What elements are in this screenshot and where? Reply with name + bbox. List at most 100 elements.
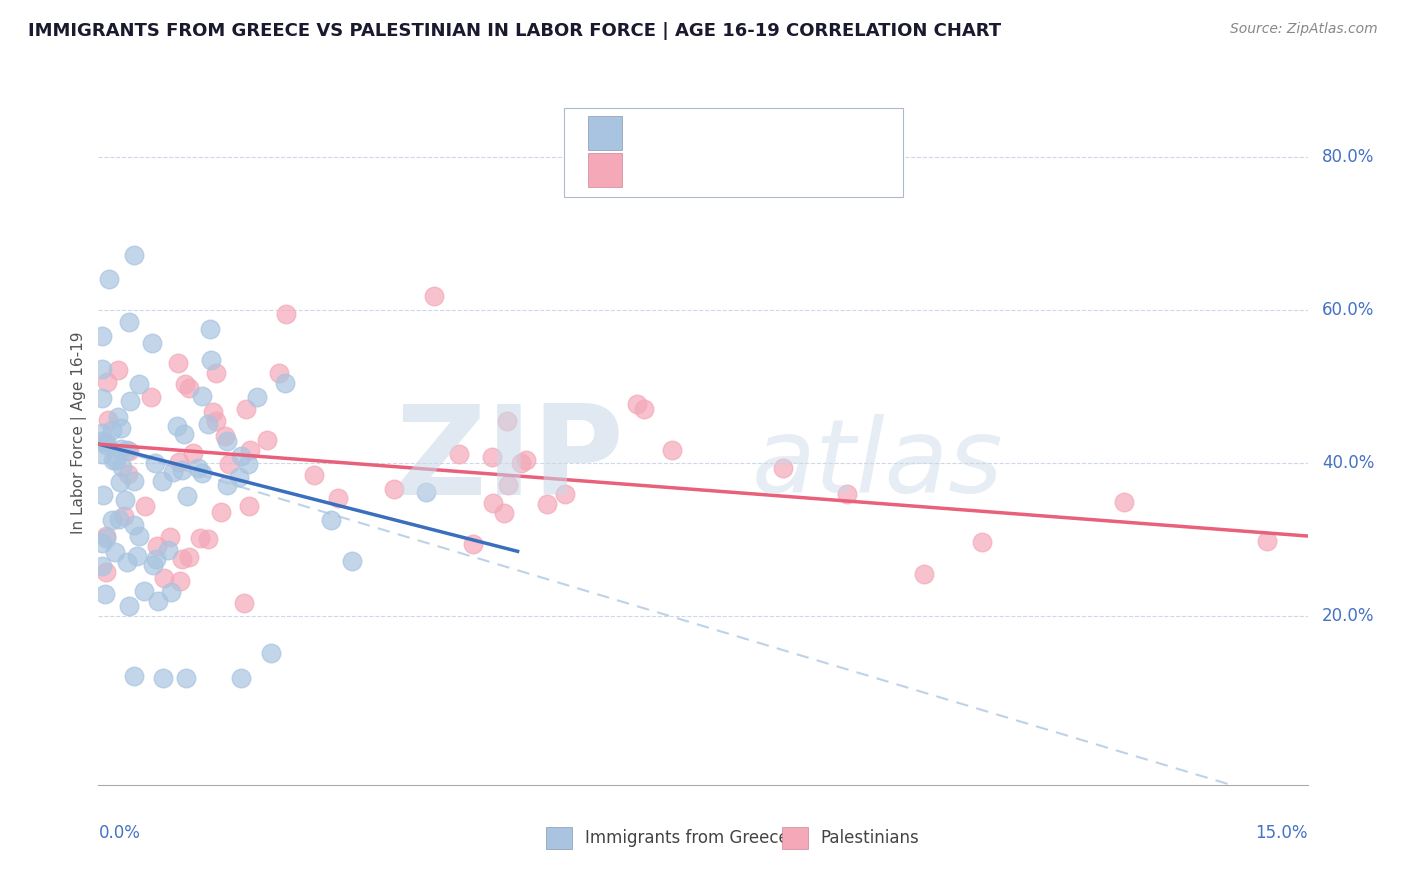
Point bbox=[197, 532, 219, 546]
Point bbox=[273, 376, 295, 391]
Point bbox=[246, 390, 269, 404]
Point bbox=[200, 322, 222, 336]
Point bbox=[94, 587, 117, 601]
Point bbox=[173, 427, 195, 442]
Point bbox=[302, 468, 325, 483]
Point bbox=[626, 397, 648, 411]
Point bbox=[172, 552, 194, 566]
Text: Immigrants from Greece: Immigrants from Greece bbox=[585, 829, 789, 847]
Point bbox=[188, 532, 211, 546]
Point bbox=[94, 434, 117, 449]
Point bbox=[159, 530, 181, 544]
Point bbox=[110, 475, 132, 490]
Point bbox=[96, 565, 118, 579]
Point bbox=[166, 356, 188, 370]
Point bbox=[321, 513, 343, 527]
Point bbox=[143, 456, 166, 470]
Point bbox=[112, 509, 135, 524]
Point bbox=[132, 583, 155, 598]
Point bbox=[118, 315, 141, 329]
Point bbox=[174, 671, 197, 685]
Text: 80.0%: 80.0% bbox=[1322, 148, 1375, 166]
Point bbox=[482, 496, 505, 510]
Point bbox=[837, 486, 859, 500]
Point bbox=[1112, 495, 1135, 509]
Point bbox=[236, 457, 259, 471]
Point bbox=[496, 478, 519, 492]
FancyBboxPatch shape bbox=[782, 827, 808, 849]
Point bbox=[97, 413, 120, 427]
Point bbox=[122, 668, 145, 682]
Point bbox=[215, 477, 238, 491]
Point bbox=[118, 599, 141, 613]
Point bbox=[772, 460, 794, 475]
Point bbox=[122, 474, 145, 488]
Point bbox=[101, 513, 124, 527]
Text: atlas: atlas bbox=[751, 414, 1002, 515]
Text: Palestinians: Palestinians bbox=[820, 829, 920, 847]
Point bbox=[340, 554, 363, 568]
Point bbox=[110, 421, 132, 435]
Y-axis label: In Labor Force | Age 16-19: In Labor Force | Age 16-19 bbox=[72, 331, 87, 534]
Point bbox=[101, 453, 124, 467]
FancyBboxPatch shape bbox=[588, 153, 621, 186]
Point bbox=[117, 555, 139, 569]
Point bbox=[179, 381, 201, 395]
Point bbox=[169, 574, 191, 589]
Point bbox=[1256, 533, 1278, 548]
Point bbox=[238, 499, 260, 513]
Point bbox=[150, 474, 173, 488]
Point bbox=[447, 448, 470, 462]
Text: ZIP: ZIP bbox=[395, 401, 624, 521]
Point bbox=[423, 289, 446, 303]
FancyBboxPatch shape bbox=[564, 109, 903, 196]
Point bbox=[141, 391, 163, 405]
Point bbox=[554, 487, 576, 501]
Point bbox=[494, 507, 516, 521]
Point bbox=[141, 335, 163, 350]
Point bbox=[235, 401, 257, 416]
Point bbox=[205, 415, 228, 429]
Point bbox=[146, 594, 169, 608]
Point bbox=[633, 402, 655, 417]
Point bbox=[122, 248, 145, 262]
Text: 15.0%: 15.0% bbox=[1256, 823, 1308, 842]
Point bbox=[239, 442, 262, 457]
Point bbox=[415, 485, 437, 500]
Point bbox=[162, 465, 184, 479]
Text: R = -0.140   N = 60: R = -0.140 N = 60 bbox=[637, 161, 807, 178]
Text: R = -0.200   N = 72: R = -0.200 N = 72 bbox=[637, 124, 807, 142]
Point bbox=[152, 671, 174, 685]
Text: 40.0%: 40.0% bbox=[1322, 454, 1375, 472]
Point bbox=[256, 433, 278, 447]
Point bbox=[233, 596, 256, 610]
Point bbox=[218, 457, 240, 471]
Text: 20.0%: 20.0% bbox=[1322, 607, 1375, 625]
Point bbox=[156, 543, 179, 558]
Point bbox=[98, 272, 121, 286]
Point bbox=[91, 558, 114, 573]
Point bbox=[122, 517, 145, 532]
Point bbox=[105, 453, 128, 467]
Point bbox=[229, 671, 252, 685]
Point bbox=[661, 442, 683, 457]
Point bbox=[117, 467, 139, 482]
Point bbox=[200, 352, 222, 367]
Point bbox=[229, 449, 252, 463]
Point bbox=[94, 531, 117, 545]
Point bbox=[181, 446, 204, 460]
Point bbox=[202, 405, 225, 419]
Text: 60.0%: 60.0% bbox=[1322, 301, 1375, 319]
Point bbox=[382, 482, 405, 496]
Point bbox=[197, 417, 219, 431]
Point bbox=[170, 463, 193, 477]
Point bbox=[169, 455, 191, 469]
Point bbox=[159, 584, 181, 599]
Point bbox=[187, 461, 209, 475]
Point bbox=[515, 453, 537, 467]
Point bbox=[128, 376, 150, 391]
Point bbox=[96, 375, 118, 389]
Point bbox=[118, 443, 141, 458]
Point bbox=[205, 366, 228, 380]
Point bbox=[463, 536, 485, 550]
